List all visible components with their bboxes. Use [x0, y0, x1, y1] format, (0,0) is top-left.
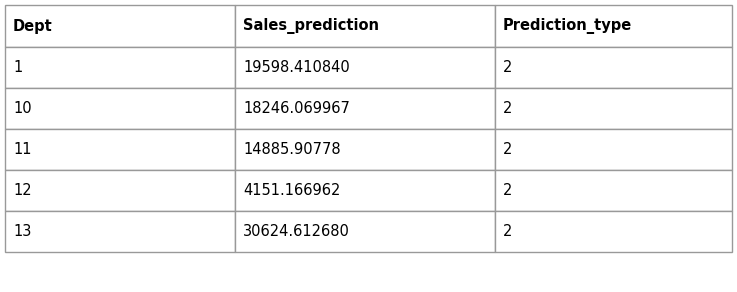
Text: 2: 2 [503, 224, 512, 239]
Text: 2: 2 [503, 60, 512, 75]
Text: 2: 2 [503, 142, 512, 157]
Text: Sales_prediction: Sales_prediction [243, 18, 379, 34]
Bar [495, 5, 732, 47]
Text: 2: 2 [503, 183, 512, 198]
Text: 12: 12 [13, 183, 32, 198]
Bar [235, 129, 495, 170]
Text: 4151.166962: 4151.166962 [243, 183, 340, 198]
Bar [5, 211, 235, 252]
Bar [5, 88, 235, 129]
Bar [235, 170, 495, 211]
Text: 18246.069967: 18246.069967 [243, 101, 350, 116]
Bar [235, 88, 495, 129]
Text: 13: 13 [13, 224, 32, 239]
Bar [495, 88, 732, 129]
Bar [235, 5, 495, 47]
Bar [5, 129, 235, 170]
Text: 14885.90778: 14885.90778 [243, 142, 340, 157]
Text: 11: 11 [13, 142, 32, 157]
Bar [495, 47, 732, 88]
Bar [235, 211, 495, 252]
Text: Prediction_type: Prediction_type [503, 18, 632, 34]
Text: 10: 10 [13, 101, 32, 116]
Bar [495, 129, 732, 170]
Bar [495, 170, 732, 211]
Bar [235, 47, 495, 88]
Bar [5, 47, 235, 88]
Bar [5, 5, 235, 47]
Bar [495, 211, 732, 252]
Text: 1: 1 [13, 60, 22, 75]
Text: Dept: Dept [13, 18, 53, 34]
Text: 19598.410840: 19598.410840 [243, 60, 350, 75]
Text: 2: 2 [503, 101, 512, 116]
Text: 30624.612680: 30624.612680 [243, 224, 350, 239]
Bar [5, 170, 235, 211]
